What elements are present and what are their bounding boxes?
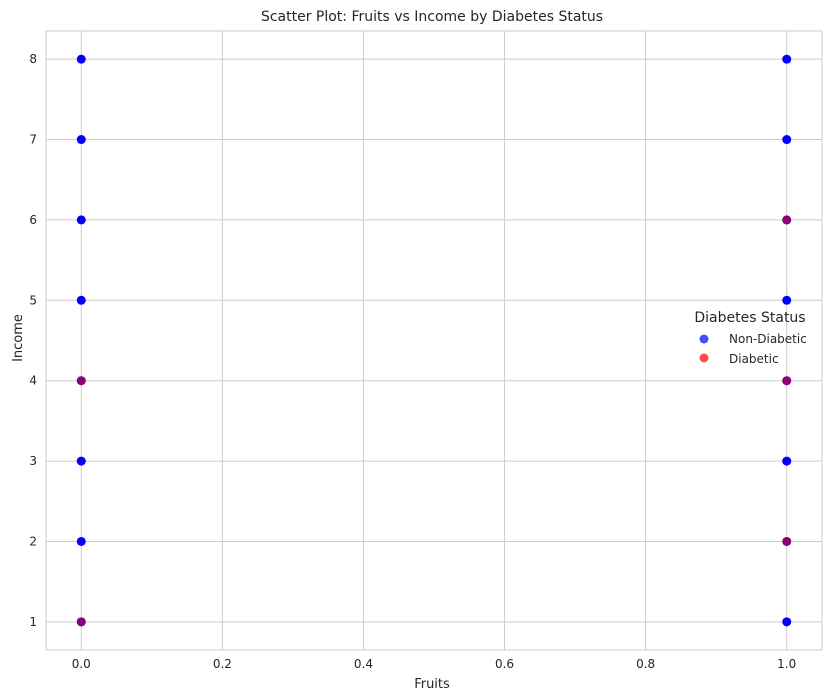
x-tick-label: 1.0 (777, 657, 796, 671)
point-diabetic (782, 215, 792, 225)
point-non-diabetic (76, 54, 86, 64)
legend-label-non-diabetic: Non-Diabetic (729, 332, 807, 346)
legend-label-diabetic: Diabetic (729, 352, 779, 366)
chart-title: Scatter Plot: Fruits vs Income by Diabet… (261, 9, 603, 25)
x-tick-label: 0.8 (636, 657, 655, 671)
y-tick-label: 1 (29, 615, 37, 629)
legend: Diabetes Status Non-Diabetic Diabetic (694, 310, 806, 366)
point-non-diabetic (76, 215, 86, 225)
y-tick-label: 4 (29, 374, 37, 388)
grid (46, 31, 822, 650)
point-diabetic (76, 617, 86, 627)
x-tick-label: 0.6 (495, 657, 514, 671)
x-axis-ticks: 0.0 0.2 0.4 0.6 0.8 1.0 (72, 657, 797, 671)
point-non-diabetic (76, 295, 86, 305)
x-tick-label: 0.2 (213, 657, 232, 671)
point-non-diabetic (76, 536, 86, 546)
point-non-diabetic (76, 135, 86, 145)
point-non-diabetic (782, 617, 792, 627)
legend-marker-diabetic (699, 353, 709, 363)
point-non-diabetic (76, 456, 86, 466)
data-points (76, 54, 792, 627)
y-tick-label: 6 (29, 213, 37, 227)
point-non-diabetic (782, 295, 792, 305)
point-diabetic (782, 376, 792, 386)
y-axis-label: Income (11, 314, 26, 362)
legend-marker-non-diabetic (699, 334, 709, 344)
y-tick-label: 5 (29, 293, 37, 307)
y-axis-ticks: 1 2 3 4 5 6 7 8 (29, 52, 37, 629)
plot-area (45, 30, 823, 651)
y-tick-label: 2 (29, 534, 37, 548)
legend-title: Diabetes Status (694, 310, 805, 326)
y-tick-label: 7 (29, 133, 37, 147)
point-non-diabetic (782, 135, 792, 145)
y-tick-label: 8 (29, 52, 37, 66)
x-tick-label: 0.0 (72, 657, 91, 671)
point-non-diabetic (782, 54, 792, 64)
x-tick-label: 0.4 (354, 657, 373, 671)
y-tick-label: 3 (29, 454, 37, 468)
x-axis-label: Fruits (414, 677, 450, 692)
point-diabetic (76, 376, 86, 386)
point-diabetic (782, 536, 792, 546)
point-non-diabetic (782, 456, 792, 466)
